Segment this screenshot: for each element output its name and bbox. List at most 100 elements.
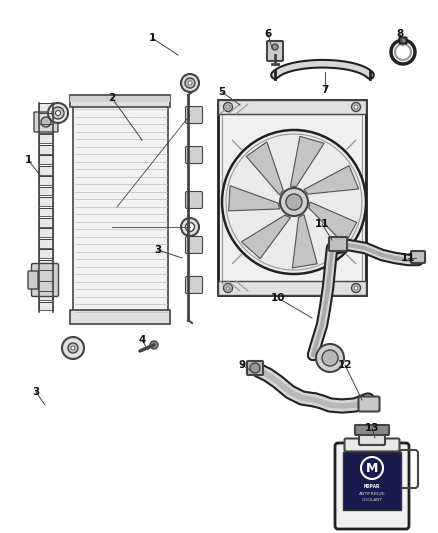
Circle shape <box>223 284 233 293</box>
Circle shape <box>223 102 233 111</box>
Text: 3: 3 <box>154 245 162 255</box>
Bar <box>39 291 53 300</box>
Bar <box>39 124 53 133</box>
Polygon shape <box>241 215 290 259</box>
Text: 5: 5 <box>219 87 226 97</box>
FancyBboxPatch shape <box>359 431 385 445</box>
Text: 3: 3 <box>32 387 39 397</box>
Circle shape <box>41 117 51 127</box>
Bar <box>39 207 53 216</box>
Circle shape <box>286 194 302 210</box>
Bar <box>39 281 53 289</box>
Circle shape <box>250 363 260 373</box>
FancyBboxPatch shape <box>186 237 202 254</box>
Circle shape <box>354 286 358 290</box>
Circle shape <box>56 110 60 116</box>
Bar <box>39 155 53 164</box>
Text: M: M <box>366 462 378 474</box>
Bar <box>39 249 53 258</box>
Polygon shape <box>292 214 317 268</box>
Bar <box>73 103 168 312</box>
FancyBboxPatch shape <box>329 237 347 251</box>
Text: 1: 1 <box>148 33 155 43</box>
Text: 10: 10 <box>271 293 285 303</box>
Text: 2: 2 <box>108 93 116 103</box>
Text: 11: 11 <box>401 253 415 263</box>
FancyBboxPatch shape <box>186 277 202 294</box>
Text: 9: 9 <box>238 360 246 370</box>
Bar <box>39 103 53 112</box>
Polygon shape <box>246 142 283 195</box>
Bar <box>39 134 53 143</box>
Circle shape <box>352 102 360 111</box>
Text: ANTIFREEZE: ANTIFREEZE <box>359 492 385 496</box>
Circle shape <box>181 218 199 236</box>
FancyBboxPatch shape <box>411 251 425 263</box>
Polygon shape <box>290 136 324 187</box>
Text: 12: 12 <box>338 360 352 370</box>
Circle shape <box>361 457 383 479</box>
Circle shape <box>188 81 192 85</box>
Bar <box>343 452 401 510</box>
Circle shape <box>186 222 194 231</box>
Bar <box>39 239 53 248</box>
Circle shape <box>272 44 278 50</box>
Bar <box>218 100 366 114</box>
Circle shape <box>181 74 199 92</box>
FancyBboxPatch shape <box>32 263 59 296</box>
Circle shape <box>354 105 358 109</box>
Bar <box>39 229 53 237</box>
Circle shape <box>62 337 84 359</box>
FancyBboxPatch shape <box>335 443 409 529</box>
Text: COOLANT: COOLANT <box>361 498 382 502</box>
Bar <box>39 176 53 185</box>
Bar <box>39 187 53 196</box>
FancyBboxPatch shape <box>355 425 389 435</box>
Bar <box>39 145 53 154</box>
Bar <box>39 114 53 123</box>
Text: 6: 6 <box>265 29 272 39</box>
FancyBboxPatch shape <box>186 107 202 124</box>
FancyBboxPatch shape <box>28 271 38 289</box>
Text: MOPAR: MOPAR <box>364 483 380 489</box>
Circle shape <box>68 343 78 353</box>
Circle shape <box>352 284 360 293</box>
Text: 7: 7 <box>321 85 328 95</box>
Circle shape <box>185 78 195 88</box>
Polygon shape <box>229 185 279 211</box>
Bar <box>70 96 170 102</box>
FancyBboxPatch shape <box>358 397 379 411</box>
FancyBboxPatch shape <box>247 361 263 375</box>
FancyBboxPatch shape <box>218 100 366 295</box>
FancyBboxPatch shape <box>186 191 202 208</box>
Circle shape <box>316 344 344 372</box>
Bar <box>39 302 53 310</box>
Bar <box>39 218 53 227</box>
FancyBboxPatch shape <box>267 41 283 61</box>
Bar <box>70 310 170 324</box>
Bar <box>70 95 170 107</box>
Bar <box>218 281 366 295</box>
Text: 8: 8 <box>396 29 404 39</box>
Bar <box>39 260 53 269</box>
Circle shape <box>71 346 75 350</box>
FancyBboxPatch shape <box>345 439 399 451</box>
Text: 13: 13 <box>365 423 379 433</box>
Circle shape <box>222 130 366 274</box>
Bar <box>39 197 53 206</box>
Circle shape <box>322 350 338 366</box>
Bar <box>39 270 53 279</box>
FancyBboxPatch shape <box>34 112 58 132</box>
Text: 4: 4 <box>138 335 146 345</box>
Circle shape <box>52 107 64 119</box>
Text: 1: 1 <box>25 155 32 165</box>
FancyBboxPatch shape <box>399 37 406 44</box>
Circle shape <box>226 105 230 109</box>
Circle shape <box>280 188 308 216</box>
Bar <box>39 166 53 175</box>
Text: 11: 11 <box>315 219 329 229</box>
Circle shape <box>150 341 158 349</box>
Polygon shape <box>304 166 359 194</box>
Circle shape <box>226 286 230 290</box>
Polygon shape <box>309 202 357 245</box>
